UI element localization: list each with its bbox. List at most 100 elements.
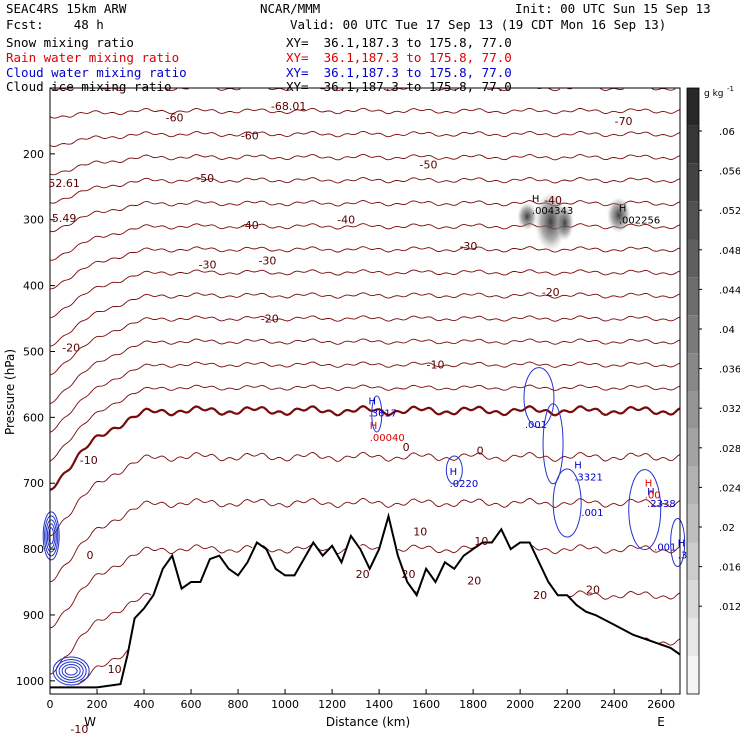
field-rain-xy: XY= 36.1,187.3 to 175.8, 77.0 bbox=[286, 50, 512, 65]
field-rain: Rain water mixing ratio bbox=[6, 50, 180, 65]
contour-label: -30 bbox=[199, 259, 217, 272]
extremum-value: .00040 bbox=[370, 433, 405, 444]
x-tick-label: 2600 bbox=[647, 698, 675, 711]
cloud-contour bbox=[45, 519, 57, 553]
temp-contour bbox=[49, 384, 681, 462]
cloud-water-contours bbox=[42, 367, 686, 686]
cloud-contour bbox=[552, 468, 582, 538]
colorbar-tick-label: .032 bbox=[719, 404, 740, 415]
contour-label: -60 bbox=[241, 129, 259, 142]
y-tick-label: 400 bbox=[23, 280, 44, 293]
model-title: SEAC4RS 15km ARW bbox=[6, 1, 127, 16]
temp-contour bbox=[49, 315, 681, 376]
temp-contour bbox=[49, 107, 681, 119]
snow-blob bbox=[534, 191, 567, 252]
cloud-contour bbox=[46, 523, 56, 549]
cloud-contour bbox=[64, 666, 78, 676]
contour-label: -50 bbox=[196, 172, 214, 185]
colorbar-bin bbox=[687, 580, 699, 619]
temp-contour bbox=[49, 497, 681, 583]
extremum-value: .001 bbox=[525, 420, 547, 431]
cloud-contour bbox=[523, 367, 555, 429]
extremum-mark: H bbox=[369, 397, 377, 408]
field-cloud-ice-xy: XY= 36.1,187.3 to 175.8, 77.0 bbox=[286, 79, 512, 94]
extremum-value: .004343 bbox=[532, 206, 573, 217]
extremum-value: .00 bbox=[645, 490, 661, 501]
axes: 0 200 400 600 800 1000 1200 1400 1600 1800 2000 220… bbox=[16, 148, 675, 711]
temp-contour bbox=[49, 130, 681, 147]
cloud-contour bbox=[44, 515, 59, 557]
colorbar-tick-label: .052 bbox=[719, 206, 740, 217]
colorbar-bin bbox=[687, 277, 699, 316]
colorbar-tick-label: .012 bbox=[719, 602, 740, 613]
field-cloud-water: Cloud water mixing ratio bbox=[6, 65, 187, 80]
cloud-contour bbox=[55, 658, 87, 683]
colorbar-tick-label: .044 bbox=[719, 285, 740, 296]
extremum-mark: H bbox=[574, 461, 582, 472]
colorbar-bin bbox=[687, 428, 699, 467]
plot-frame bbox=[49, 87, 681, 695]
extremum-value: .0220 bbox=[450, 479, 479, 490]
x-tick-label: 400 bbox=[134, 698, 155, 711]
extremum-mark: H bbox=[532, 194, 540, 205]
temp-contour bbox=[49, 405, 681, 491]
init-time: Init: 00 UTC Sun 15 Sep 13 bbox=[515, 1, 711, 16]
colorbar-bin bbox=[687, 391, 699, 429]
y-tick-label: 300 bbox=[23, 214, 44, 227]
contour-label: 10 bbox=[474, 535, 488, 548]
y-tick-label: 700 bbox=[23, 477, 44, 490]
colorbar-tick-label: .06 bbox=[719, 127, 735, 138]
x-tick-label: 800 bbox=[228, 698, 249, 711]
extremum-mark: H bbox=[370, 421, 378, 432]
colorbar-frame bbox=[686, 87, 700, 695]
x-tick-label: 1200 bbox=[318, 698, 346, 711]
extremum-value: .2338 bbox=[647, 499, 676, 510]
colorbar-tick-label: .048 bbox=[719, 246, 740, 257]
y-tick-label: 200 bbox=[23, 148, 44, 161]
temp-contour bbox=[49, 153, 681, 176]
field-snow-xy: XY= 36.1,187.3 to 175.8, 77.0 bbox=[286, 35, 512, 50]
temp-contour bbox=[49, 544, 681, 629]
x-tick-label: 1400 bbox=[365, 698, 393, 711]
extremum-value: .001 bbox=[581, 508, 603, 519]
y-tick-label: 600 bbox=[23, 411, 44, 424]
contour-label: -20 bbox=[62, 342, 80, 355]
extremum-mark: H bbox=[619, 204, 627, 215]
contour-label: -30 bbox=[459, 240, 477, 253]
colorbar-unit: g kg bbox=[704, 89, 724, 99]
snow-blob bbox=[517, 202, 538, 231]
y-tick-label: 500 bbox=[23, 345, 44, 358]
colorbar-tick-label: .036 bbox=[719, 365, 740, 376]
contour-label: 0 bbox=[477, 444, 484, 457]
terrain-line bbox=[50, 512, 681, 689]
colorbar-bin bbox=[687, 656, 699, 694]
cloud-contour bbox=[670, 518, 686, 567]
x-tick-label: 2200 bbox=[553, 698, 581, 711]
cloud-contour bbox=[445, 455, 463, 485]
colorbar-unit-exponent: -1 bbox=[727, 85, 734, 93]
terrain-layer bbox=[50, 512, 681, 689]
field-snow: Snow mixing ratio bbox=[6, 35, 134, 50]
x-tick-label: 0 bbox=[47, 698, 54, 711]
temp-contour bbox=[49, 246, 681, 290]
contour-label: 0 bbox=[403, 441, 410, 454]
contour-label: 20 bbox=[356, 568, 370, 581]
snow-blob bbox=[555, 205, 574, 242]
x-axis-label: Distance (km) bbox=[326, 715, 410, 729]
x-tick-label: 1000 bbox=[271, 698, 299, 711]
x-tick-label: 1800 bbox=[459, 698, 487, 711]
cloud-contour bbox=[58, 661, 84, 681]
forecast-hour: Fcst: 48 h bbox=[6, 17, 104, 32]
contour-labels: -60 -60 -68.01 -70 -50 -50 -40 -40 -40 -30 -30 -30 -… bbox=[48, 100, 632, 736]
x-tick-label: 2400 bbox=[600, 698, 628, 711]
contour-label: -40 bbox=[544, 194, 562, 207]
contour-label: -10 bbox=[80, 454, 98, 467]
contour-label: -10 bbox=[70, 723, 88, 736]
contour-label: -10 bbox=[427, 359, 445, 372]
colorbar-bin bbox=[687, 353, 699, 391]
extrema-labels: H.004343 H.002256H.3617H.00040.001H.0220H… bbox=[55, 194, 694, 740]
colorbar-bin bbox=[687, 201, 699, 240]
contour-label: 0 bbox=[86, 549, 93, 562]
valid-time: Valid: 00 UTC Tue 17 Sep 13 (19 CDT Mon … bbox=[290, 17, 667, 32]
